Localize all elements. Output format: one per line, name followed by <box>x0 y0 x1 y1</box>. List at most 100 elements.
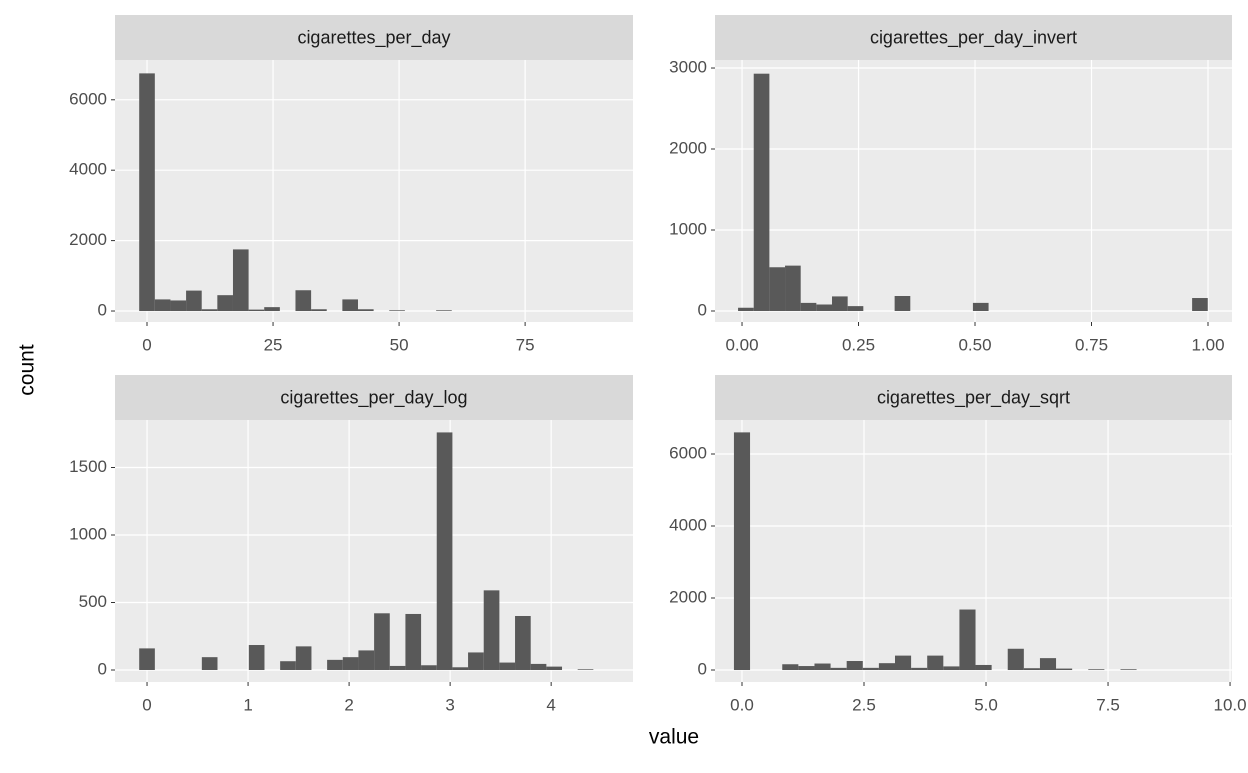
y-tick-label: 1000 <box>69 524 107 543</box>
bar <box>342 299 358 312</box>
panel-background <box>715 60 1232 322</box>
x-tick-label: 0 <box>142 695 151 714</box>
bar <box>201 657 218 670</box>
strip <box>115 375 633 420</box>
bar <box>733 432 751 671</box>
y-tick-label: 0 <box>698 300 707 319</box>
bar <box>785 265 801 311</box>
bar <box>468 652 484 670</box>
x-tick-label: 0.50 <box>958 335 991 354</box>
x-tick-label: 75 <box>516 335 535 354</box>
panel-background <box>115 60 633 322</box>
bar <box>1039 658 1057 671</box>
bar <box>846 661 863 671</box>
bar <box>311 309 327 312</box>
strip <box>715 375 1232 420</box>
strip <box>115 15 633 60</box>
bar <box>1023 668 1040 671</box>
bar <box>421 665 437 670</box>
bar <box>814 663 831 671</box>
bar <box>1192 298 1208 311</box>
bar <box>753 73 770 311</box>
bar <box>911 667 928 671</box>
y-tick-label: 1000 <box>669 219 707 238</box>
bar <box>139 73 155 312</box>
y-axis-title: count <box>16 344 39 396</box>
panel-title: cigarettes_per_day <box>297 27 450 48</box>
x-tick-label: 2 <box>344 695 353 714</box>
bar <box>862 667 879 671</box>
bar <box>830 667 847 671</box>
bar <box>280 661 296 670</box>
x-tick-label: 0 <box>142 335 151 354</box>
bar <box>436 310 452 312</box>
x-axis-title: value <box>649 726 699 749</box>
bar <box>894 655 912 671</box>
x-tick-label: 0.00 <box>725 335 758 354</box>
y-tick-label: 6000 <box>669 443 707 462</box>
bar <box>201 309 218 312</box>
panel-title: cigarettes_per_day_invert <box>870 27 1077 48</box>
y-tick-label: 0 <box>98 659 107 678</box>
bar <box>1056 668 1073 671</box>
panel-title: cigarettes_per_day_log <box>280 387 467 408</box>
y-tick-label: 0 <box>698 659 707 678</box>
x-tick-label: 4 <box>546 695 555 714</box>
bar <box>295 646 312 670</box>
bar <box>483 590 500 670</box>
bar <box>374 613 390 670</box>
y-tick-label: 4000 <box>69 160 107 179</box>
bar <box>782 664 799 671</box>
x-tick-label: 0.75 <box>1075 335 1108 354</box>
x-tick-label: 0.25 <box>842 335 875 354</box>
x-tick-label: 5.0 <box>974 695 998 714</box>
bar <box>248 309 265 312</box>
x-tick-label: 3 <box>445 695 454 714</box>
x-tick-label: 2.5 <box>852 695 876 714</box>
bar <box>436 432 453 670</box>
bar <box>342 657 359 670</box>
bar <box>943 666 960 671</box>
bar <box>295 290 312 312</box>
bar <box>405 613 422 670</box>
bar <box>738 307 754 311</box>
x-tick-label: 0.0 <box>730 695 754 714</box>
x-tick-label: 50 <box>390 335 409 354</box>
bar <box>959 609 976 671</box>
bar <box>170 300 187 312</box>
y-tick-label: 3000 <box>669 58 707 77</box>
bar <box>358 650 375 670</box>
bar <box>798 666 815 671</box>
y-tick-label: 2000 <box>69 230 107 249</box>
panel-background <box>115 420 633 682</box>
bar <box>154 299 171 312</box>
y-tick-label: 2000 <box>669 587 707 606</box>
bar <box>577 669 594 670</box>
bar <box>1120 669 1137 671</box>
bar <box>975 664 992 671</box>
x-tick-label: 7.5 <box>1096 695 1120 714</box>
bar <box>389 310 405 312</box>
bar <box>927 655 944 671</box>
bar <box>832 296 848 311</box>
bar <box>816 304 833 311</box>
y-tick-label: 1500 <box>69 457 107 476</box>
bar <box>264 307 280 312</box>
bar <box>1007 648 1024 671</box>
strip <box>715 15 1232 60</box>
bar <box>847 306 864 311</box>
x-tick-label: 25 <box>264 335 283 354</box>
x-tick-label: 1 <box>243 695 252 714</box>
bar <box>894 296 911 311</box>
bar <box>248 645 265 670</box>
panel-title: cigarettes_per_day_sqrt <box>877 387 1070 408</box>
y-tick-label: 2000 <box>669 138 707 157</box>
bar <box>515 615 531 670</box>
y-tick-label: 4000 <box>669 515 707 534</box>
bar <box>389 665 406 670</box>
bar <box>1088 669 1105 671</box>
y-tick-label: 0 <box>98 301 107 320</box>
bar <box>357 309 374 312</box>
bar <box>769 267 786 311</box>
